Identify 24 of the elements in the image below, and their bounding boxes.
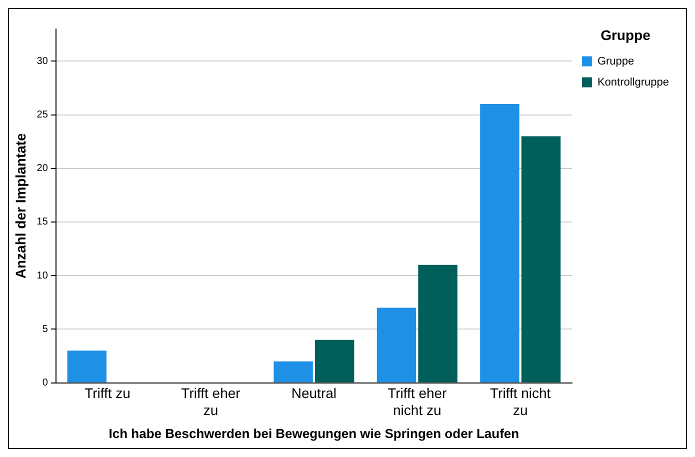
- y-tick-label: 15: [36, 216, 48, 228]
- x-tick-label: Trifft nicht zu: [490, 385, 551, 418]
- y-tick-label: 10: [36, 270, 48, 282]
- bar: [274, 361, 313, 382]
- y-tick-label: 20: [36, 163, 48, 174]
- y-tick-label: 0: [42, 378, 48, 389]
- legend-title: Gruppe: [600, 26, 651, 43]
- x-tick-label: Trifft eher nicht zu: [388, 385, 448, 418]
- bar: [480, 104, 520, 382]
- bar: [376, 308, 416, 382]
- y-axis-title: Anzahl der Implantate: [12, 132, 28, 279]
- x-tick-label: Trifft zu: [84, 385, 130, 402]
- legend-label: Kontrollgruppe: [597, 76, 670, 88]
- legend-label: Gruppe: [597, 55, 634, 68]
- y-tick-label: 5: [42, 324, 48, 335]
- bar: [521, 136, 561, 382]
- y-tick-label: 30: [36, 56, 48, 67]
- y-tick-label: 25: [36, 110, 48, 121]
- x-tick-label: Neutral: [291, 385, 337, 402]
- bar: [67, 350, 106, 382]
- x-tick-label: Trifft eher zu: [181, 385, 241, 418]
- x-axis-title: Ich habe Beschwerden bei Bewegungen wie Springen oder Laufen: [108, 426, 520, 441]
- bar: [314, 340, 354, 382]
- bar: [418, 264, 458, 382]
